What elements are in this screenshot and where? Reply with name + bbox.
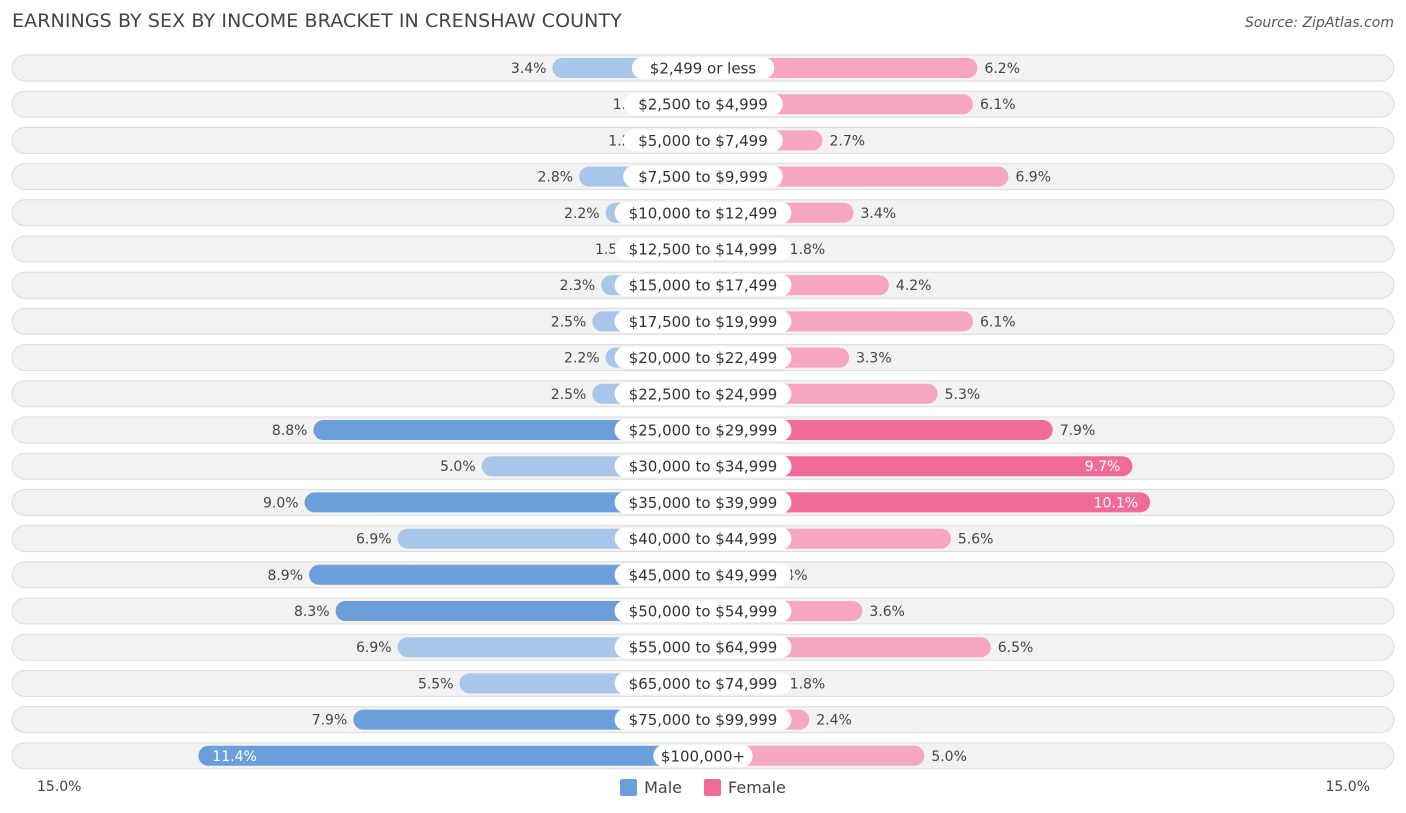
- female-value-label: 7.9%: [1060, 423, 1096, 439]
- legend-swatch-female: [704, 779, 722, 796]
- category-label: $5,000 to $7,499: [638, 132, 768, 150]
- category-pill: [631, 57, 775, 79]
- female-bar: [703, 420, 1053, 440]
- male-value-label: 2.8%: [537, 170, 573, 186]
- male-bar: [335, 601, 703, 621]
- category-pill: [614, 563, 792, 586]
- male-value-label: 3.4%: [511, 61, 547, 77]
- male-value-label: 2.2%: [564, 206, 600, 222]
- male-value-label: 5.0%: [440, 459, 476, 475]
- female-value-label: 10.1%: [1094, 495, 1138, 511]
- axis-label-left: 15.0%: [37, 779, 82, 795]
- female-value-label: 5.6%: [958, 532, 994, 548]
- category-pill: [623, 93, 783, 116]
- category-pill: [614, 708, 792, 731]
- category-label: $40,000 to $44,999: [629, 530, 778, 548]
- female-value-label: 3.6%: [869, 604, 905, 620]
- male-value-label: 8.3%: [294, 604, 330, 620]
- category-label: $45,000 to $49,999: [629, 566, 778, 584]
- category-label: $15,000 to $17,499: [629, 277, 778, 295]
- chart-title: EARNINGS BY SEX BY INCOME BRACKET IN CRE…: [12, 10, 622, 32]
- category-label: $55,000 to $64,999: [629, 639, 778, 657]
- category-label: $35,000 to $39,999: [629, 494, 778, 512]
- category-pill: [614, 310, 792, 333]
- category-label: $100,000+: [661, 747, 745, 765]
- male-bar: [313, 420, 703, 440]
- legend: Male Female: [0, 778, 1406, 797]
- female-value-label: 6.1%: [980, 97, 1016, 113]
- male-value-label: 11.4%: [212, 749, 256, 765]
- female-value-label: 6.9%: [1015, 170, 1051, 186]
- male-value-label: 6.9%: [356, 640, 392, 656]
- male-value-label: 8.8%: [272, 423, 308, 439]
- category-label: $7,500 to $9,999: [638, 168, 768, 186]
- female-value-label: 1.8%: [790, 242, 826, 258]
- source-credit: Source: ZipAtlas.com: [1244, 15, 1394, 31]
- category-pill: [614, 419, 792, 441]
- female-value-label: 2.7%: [830, 133, 866, 149]
- female-value-label: 5.3%: [945, 387, 981, 403]
- legend-label-female: Female: [728, 778, 786, 797]
- category-label: $20,000 to $22,499: [629, 349, 778, 367]
- legend-swatch-male: [620, 779, 638, 796]
- category-label: $50,000 to $54,999: [629, 603, 778, 621]
- category-pill: [614, 527, 792, 550]
- category-pill: [614, 201, 792, 224]
- category-label: $75,000 to $99,999: [629, 711, 778, 729]
- male-bar: [353, 709, 703, 730]
- male-bar: [309, 564, 703, 585]
- category-pill: [614, 238, 792, 260]
- male-value-label: 8.9%: [267, 568, 303, 584]
- category-label: $25,000 to $29,999: [629, 422, 778, 440]
- category-label: $2,500 to $4,999: [638, 96, 768, 114]
- female-bar: [703, 745, 925, 766]
- female-value-label: 2.4%: [816, 713, 852, 729]
- female-bar: [703, 456, 1133, 477]
- category-pill: [614, 636, 792, 659]
- female-value-label: 9.7%: [1085, 459, 1121, 475]
- female-value-label: 3.3%: [856, 351, 892, 367]
- female-value-label: 1.8%: [790, 676, 826, 692]
- legend-label-male: Male: [644, 778, 683, 797]
- female-value-label: 6.1%: [980, 314, 1016, 330]
- category-pill: [614, 346, 792, 369]
- category-label: $10,000 to $12,499: [629, 204, 778, 222]
- legend-item-female[interactable]: Female: [704, 778, 786, 797]
- category-label: $17,500 to $19,999: [629, 313, 778, 331]
- category-pill: [614, 491, 792, 514]
- category-label: $12,500 to $14,999: [629, 241, 778, 259]
- male-value-label: 7.9%: [312, 713, 348, 729]
- category-pill: [614, 600, 792, 622]
- category-label: $22,500 to $24,999: [629, 385, 778, 403]
- female-value-label: 3.4%: [861, 206, 897, 222]
- category-pill: [653, 744, 753, 767]
- male-value-label: 9.0%: [263, 495, 299, 511]
- female-value-label: 6.2%: [984, 61, 1020, 77]
- legend-item-male[interactable]: Male: [620, 778, 682, 797]
- category-label: $65,000 to $74,999: [629, 675, 778, 693]
- male-value-label: 6.9%: [356, 532, 392, 548]
- male-value-label: 2.2%: [564, 351, 600, 367]
- category-pill: [614, 382, 792, 405]
- category-label: $2,499 or less: [650, 60, 757, 78]
- female-bar: [703, 492, 1151, 513]
- female-value-label: 5.0%: [931, 749, 967, 765]
- axis-label-right: 15.0%: [1325, 779, 1370, 795]
- male-value-label: 5.5%: [418, 676, 454, 692]
- male-bar: [198, 745, 704, 766]
- category-label: $30,000 to $34,999: [629, 458, 778, 476]
- male-value-label: 2.3%: [560, 278, 596, 294]
- category-pill: [614, 455, 792, 478]
- bar-chart: 3.4%6.2%$2,499 or less1.1%6.1%$2,500 to …: [11, 54, 1395, 770]
- category-pill: [614, 274, 792, 297]
- category-pill: [623, 165, 783, 188]
- category-pill: [623, 129, 783, 152]
- category-pill: [614, 672, 792, 695]
- female-value-label: 6.5%: [998, 640, 1034, 656]
- female-value-label: 4.2%: [896, 278, 932, 294]
- male-bar: [304, 492, 703, 513]
- male-value-label: 2.5%: [551, 387, 587, 403]
- male-value-label: 2.5%: [551, 314, 587, 330]
